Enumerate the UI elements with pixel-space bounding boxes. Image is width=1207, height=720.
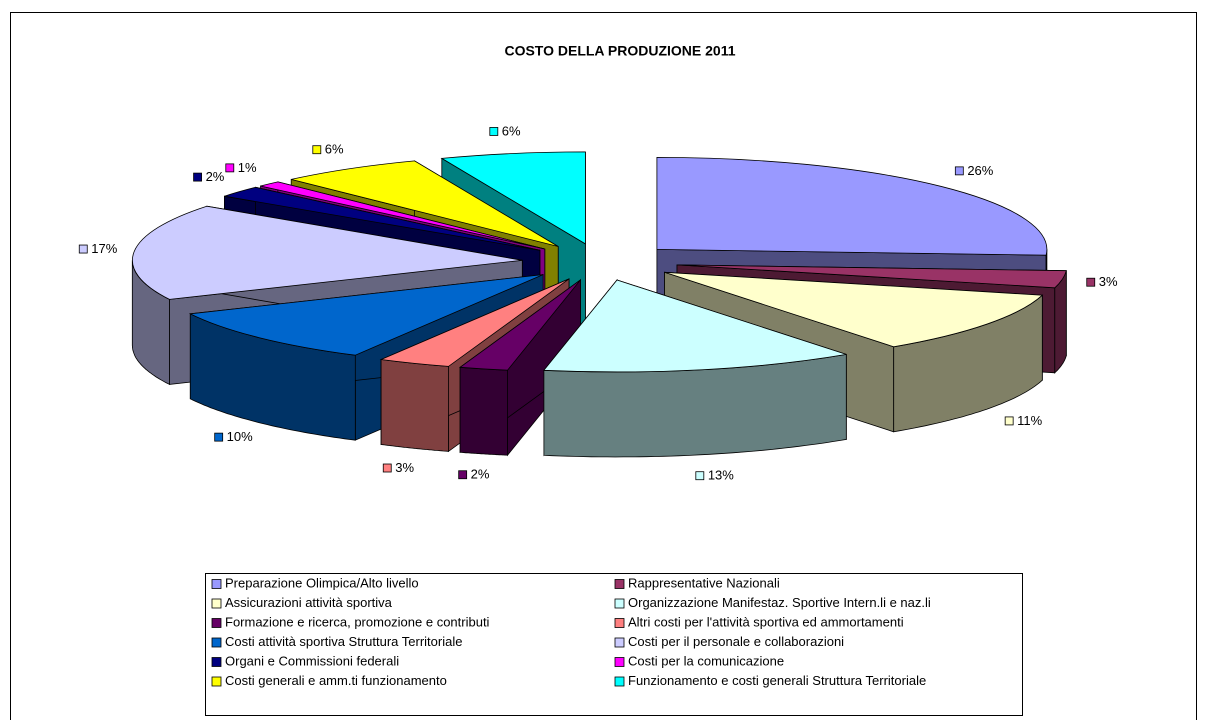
- legend-swatch: [211, 618, 222, 628]
- data-label: 17%: [91, 241, 117, 256]
- slice-wall: [459, 366, 508, 456]
- legend-swatch: [614, 657, 625, 667]
- slice: [543, 279, 847, 373]
- data-label: 1%: [238, 160, 257, 175]
- data-label: 10%: [227, 429, 253, 444]
- legend-label: Assicurazioni attività sportiva: [225, 595, 393, 610]
- slice: [379, 278, 570, 367]
- legend-swatch: [211, 637, 222, 648]
- legend-label: Costi per il personale e collaborazioni: [628, 634, 844, 649]
- legend-label: Preparazione Olimpica/Alto livello: [225, 575, 419, 590]
- data-label: 26%: [967, 163, 993, 178]
- data-label-swatch: [312, 145, 322, 155]
- slice: [260, 181, 545, 250]
- legend-swatch: [614, 579, 625, 589]
- legend-swatch: [211, 579, 222, 589]
- legend-label: Organizzazione Manifestaz. Sportive Inte…: [628, 595, 931, 610]
- slice: [132, 205, 523, 300]
- legend-swatch: [211, 657, 222, 667]
- chart-title: COSTO DELLA PRODUZIONE 2011: [504, 43, 735, 59]
- legend-label: Costi per la comunicazione: [628, 653, 784, 668]
- data-label-swatch: [1004, 416, 1014, 426]
- legend-label: Funzionamento e costi generali Struttura…: [628, 673, 926, 688]
- slice: [291, 160, 559, 247]
- legend-label: Organi e Commissioni federali: [225, 653, 399, 668]
- data-label-swatch: [382, 463, 392, 473]
- legend: Preparazione Olimpica/Alto livello Rappre…: [211, 575, 931, 688]
- data-label: 3%: [395, 460, 414, 475]
- data-label-swatch: [193, 172, 202, 182]
- slice: [676, 264, 1067, 289]
- data-label: 6%: [325, 142, 344, 157]
- legend-label: Costi generali e amm.ti funzionamento: [225, 673, 447, 688]
- slice: [458, 279, 581, 371]
- data-label-swatch: [489, 127, 499, 136]
- legend-swatch: [614, 637, 625, 648]
- data-label-swatch: [78, 244, 88, 254]
- data-label-swatch: [458, 470, 468, 480]
- data-label: 2%: [471, 467, 490, 482]
- slice: [656, 156, 1048, 256]
- data-label: 11%: [1017, 413, 1042, 428]
- data-label-swatch: [954, 166, 964, 176]
- slice: [664, 271, 1044, 348]
- data-label: 3%: [1099, 274, 1118, 289]
- slice: [440, 151, 586, 245]
- legend-swatch: [614, 676, 625, 687]
- legend-label: Costi attività sportiva Struttura Territ…: [225, 634, 462, 649]
- data-label-swatch: [214, 432, 224, 442]
- slice-wall: [380, 359, 449, 452]
- legend-label: Rappresentative Nazionali: [628, 575, 780, 590]
- legend-swatch: [614, 598, 625, 609]
- legend-box: [205, 573, 1023, 716]
- slice: [224, 186, 540, 251]
- pie: 26% 3% 11% 13% 2% 3% 10% 17% 2% 1% 6% 6%: [78, 123, 1118, 483]
- legend-label: Formazione e ricerca, promozione e contr…: [225, 614, 490, 629]
- legend-swatch: [614, 618, 625, 628]
- legend-label: Altri costi per l'attività sportiva ed a…: [628, 614, 904, 629]
- legend-swatch: [211, 676, 222, 687]
- data-label-swatch: [1086, 277, 1096, 287]
- data-label-swatch: [225, 163, 235, 173]
- data-label-swatch: [695, 471, 705, 481]
- data-label: 13%: [708, 468, 734, 483]
- data-label: 2%: [206, 169, 225, 184]
- data-label: 6%: [502, 123, 521, 138]
- slice: [188, 274, 544, 356]
- legend-swatch: [211, 598, 222, 609]
